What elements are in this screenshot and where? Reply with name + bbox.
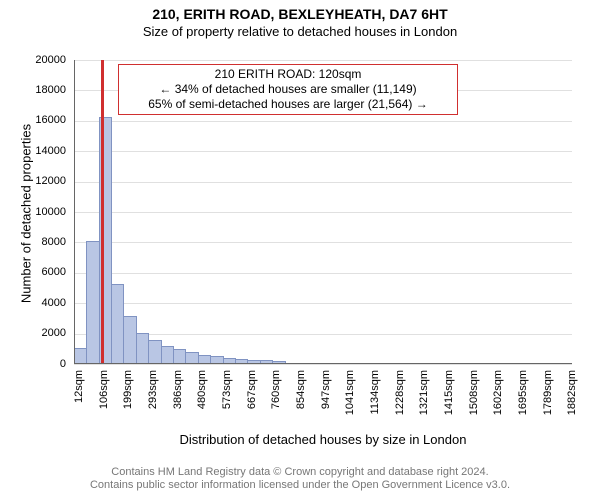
y-axis-label: Number of detached properties: [19, 61, 34, 365]
gridline-y: [74, 242, 572, 243]
xtick-label: 1508sqm: [469, 370, 480, 430]
annotation-line2: ← 34% of detached houses are smaller (11…: [123, 82, 453, 97]
histogram-bar: [173, 349, 186, 364]
histogram-bar: [136, 333, 149, 364]
histogram-bar: [74, 348, 87, 364]
gridline-y: [74, 182, 572, 183]
xtick-label: 1789sqm: [543, 370, 554, 430]
xtick-label: 1321sqm: [419, 370, 430, 430]
xtick-label: 293sqm: [148, 370, 159, 430]
xtick-label: 1882sqm: [567, 370, 578, 430]
histogram-bar: [86, 241, 99, 364]
xtick-label: 854sqm: [296, 370, 307, 430]
value-marker: [101, 60, 103, 364]
annotation-line1: 210 ERITH ROAD: 120sqm: [123, 67, 453, 82]
annotation-box: 210 ERITH ROAD: 120sqm ← 34% of detached…: [118, 64, 458, 115]
xtick-label: 106sqm: [99, 370, 110, 430]
histogram-bar: [111, 284, 124, 364]
xtick-label: 386sqm: [173, 370, 184, 430]
xtick-label: 199sqm: [123, 370, 134, 430]
gridline-y: [74, 303, 572, 304]
y-axis-line: [74, 60, 75, 364]
x-axis-label: Distribution of detached houses by size …: [74, 432, 572, 447]
gridline-y: [74, 151, 572, 152]
xtick-label: 573sqm: [222, 370, 233, 430]
xtick-label: 480sqm: [197, 370, 208, 430]
gridline-y: [74, 60, 572, 61]
histogram-bar: [123, 316, 136, 364]
xtick-label: 1041sqm: [345, 370, 356, 430]
page-title: 210, ERITH ROAD, BEXLEYHEATH, DA7 6HT: [0, 6, 600, 22]
footer-line1: Contains HM Land Registry data © Crown c…: [0, 466, 600, 479]
page-subtitle: Size of property relative to detached ho…: [0, 24, 600, 39]
x-axis-line: [74, 363, 572, 364]
gridline-y: [74, 121, 572, 122]
xtick-label: 667sqm: [247, 370, 258, 430]
gridline-y: [74, 212, 572, 213]
xtick-label: 1134sqm: [370, 370, 381, 430]
xtick-label: 1228sqm: [395, 370, 406, 430]
xtick-label: 760sqm: [271, 370, 282, 430]
xtick-label: 947sqm: [321, 370, 332, 430]
histogram-bar: [161, 346, 174, 364]
footer-line2: Contains public sector information licen…: [0, 479, 600, 492]
xtick-label: 1695sqm: [518, 370, 529, 430]
annotation-line3: 65% of semi-detached houses are larger (…: [123, 97, 453, 112]
chart-container: 210, ERITH ROAD, BEXLEYHEATH, DA7 6HT Si…: [0, 6, 600, 500]
histogram-bar: [148, 340, 161, 364]
footer-attribution: Contains HM Land Registry data © Crown c…: [0, 466, 600, 492]
xtick-label: 12sqm: [74, 370, 85, 430]
gridline-y: [74, 273, 572, 274]
gridline-y: [74, 364, 572, 365]
xtick-label: 1415sqm: [444, 370, 455, 430]
xtick-label: 1602sqm: [493, 370, 504, 430]
